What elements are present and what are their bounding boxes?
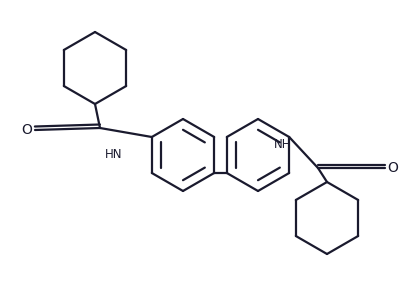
Text: O: O (21, 123, 32, 137)
Text: O: O (387, 161, 397, 175)
Text: HN: HN (105, 148, 122, 162)
Text: NH: NH (273, 139, 291, 152)
